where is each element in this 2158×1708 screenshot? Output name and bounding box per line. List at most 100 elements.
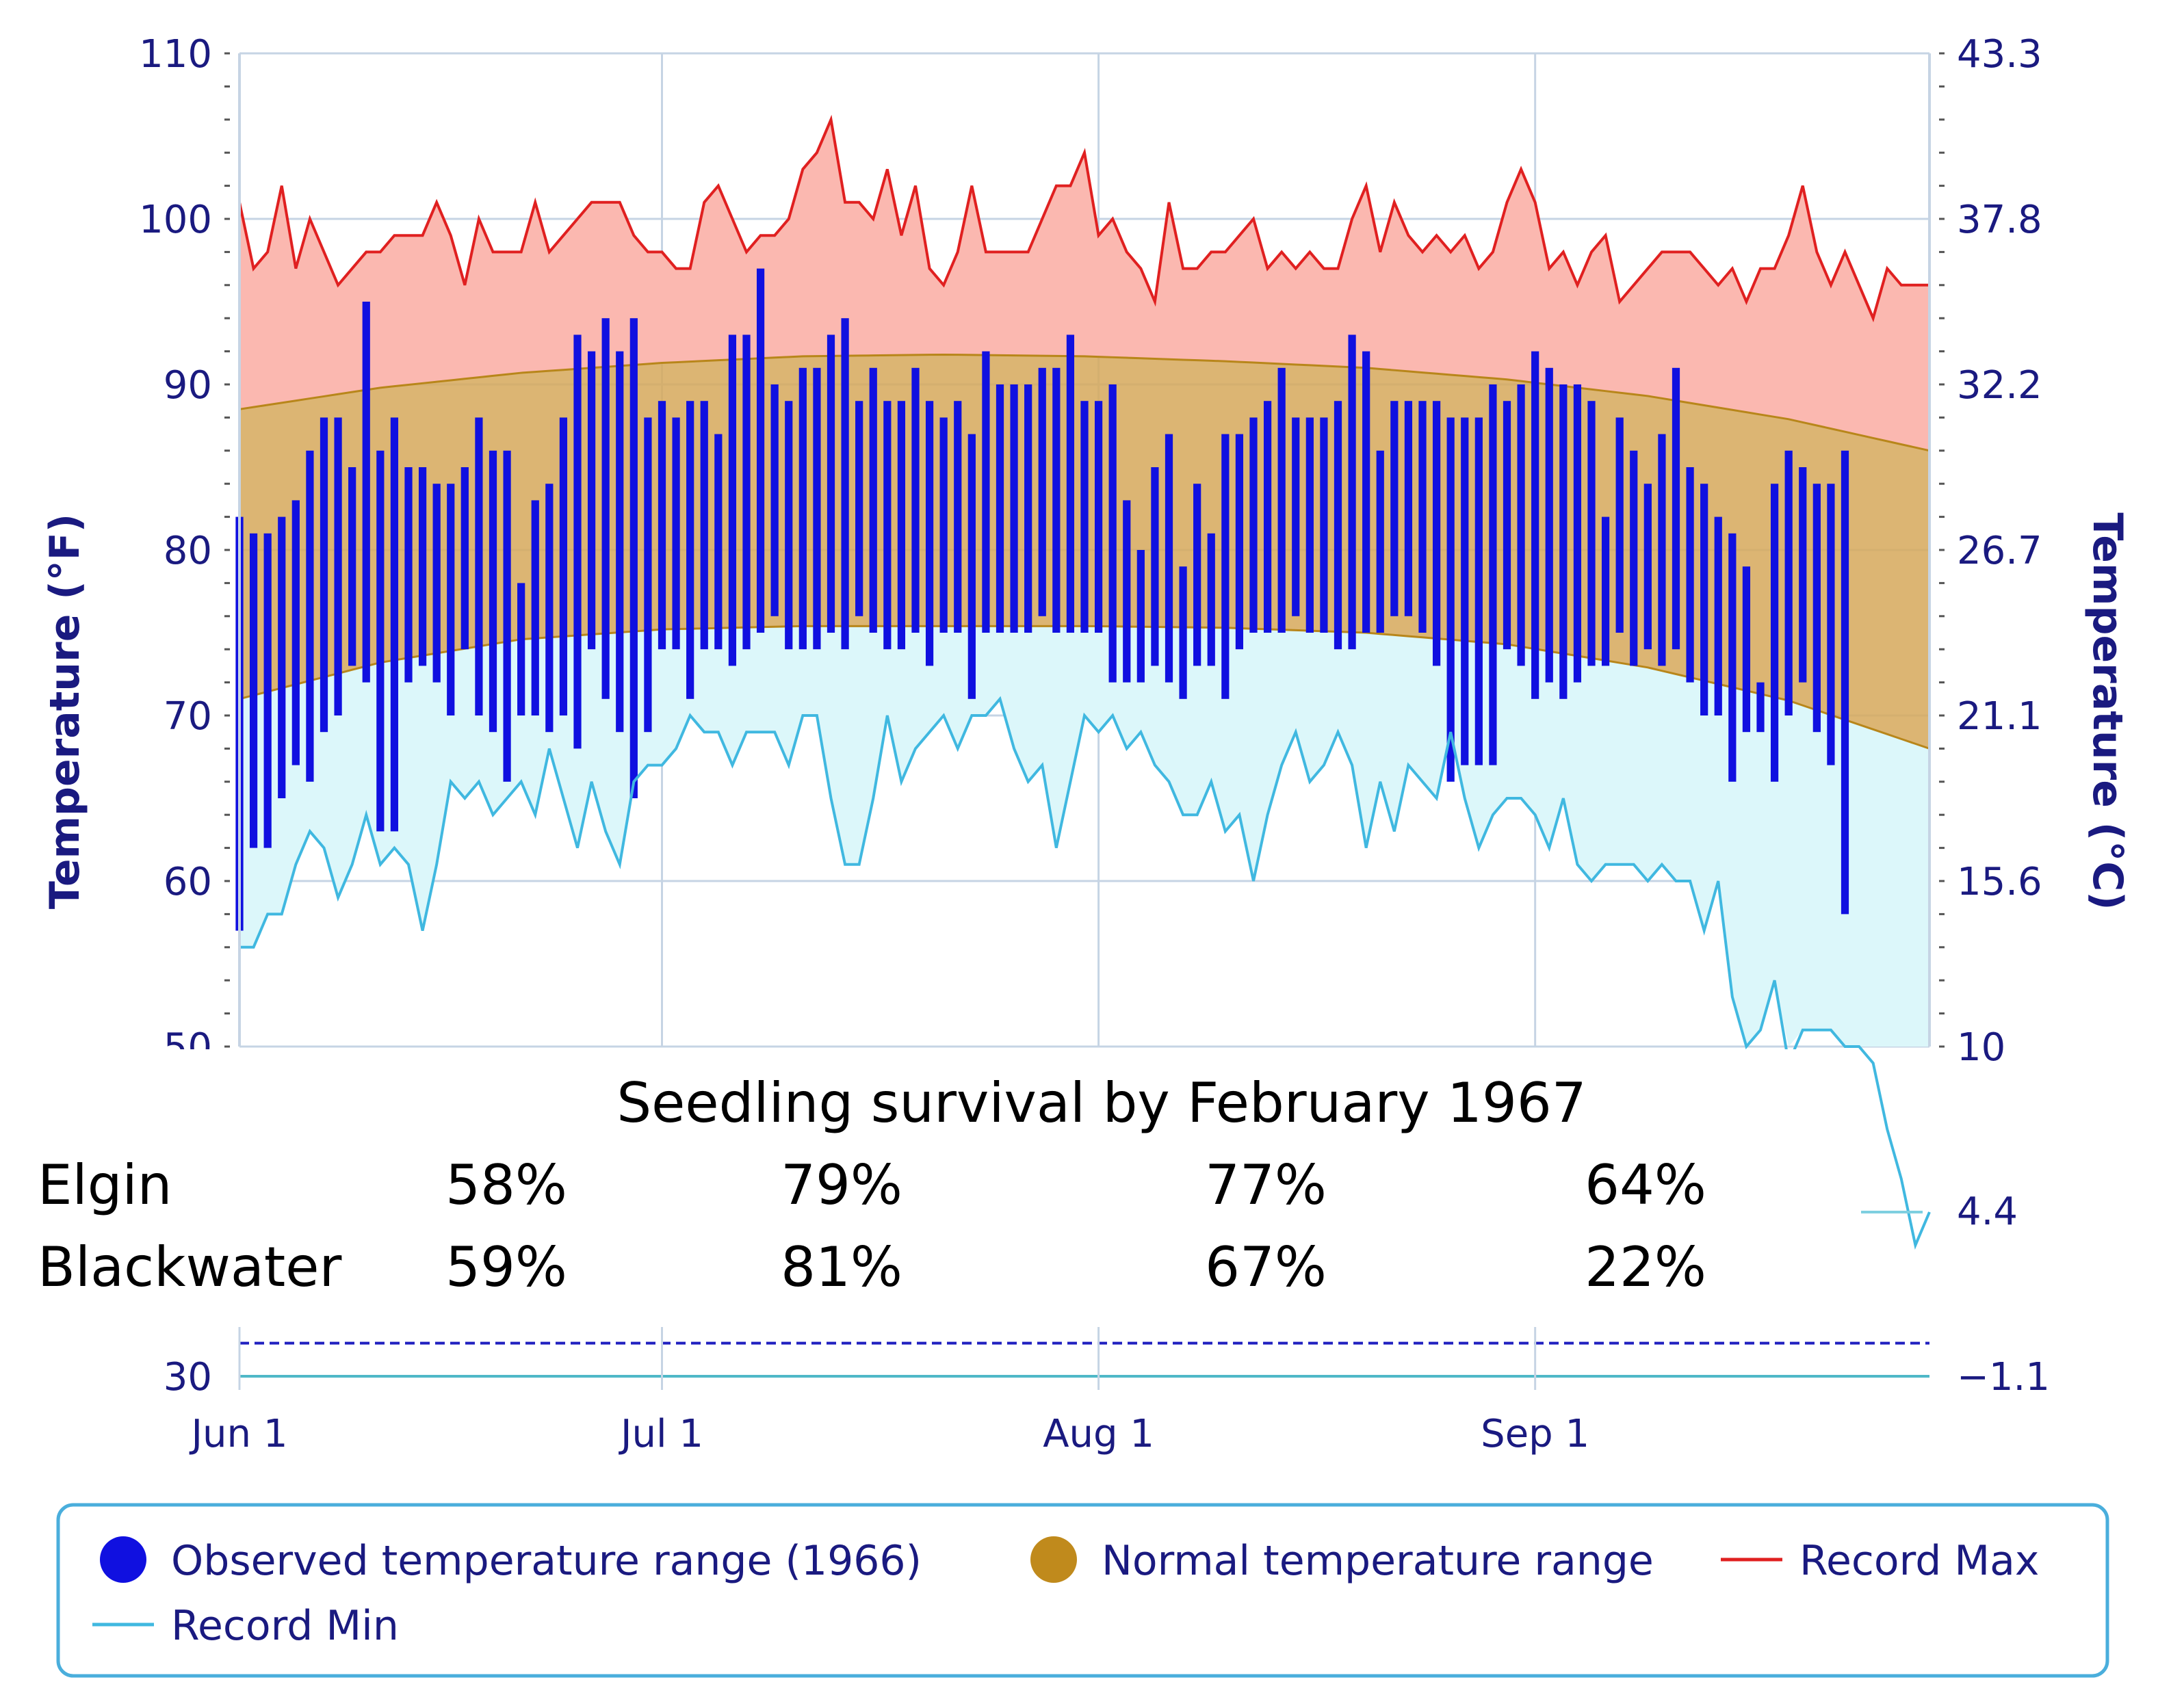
y-tick-right: −1.1 [1957,1355,2050,1400]
x-tick-label: Aug 1 [1043,1412,1154,1456]
observed-range-bar [1714,516,1722,715]
legend: Observed temperature range (1966) Normal … [56,1503,2109,1678]
observed-range-bar [1207,533,1215,666]
survival-value: 77% [1205,1153,1327,1217]
y-tick-right: 21.1 [1957,694,2042,739]
observed-range-bar [545,484,554,733]
observed-range-bar [362,302,370,683]
observed-range-bar [1193,484,1201,666]
observed-range-bar [897,401,906,650]
observed-range-bar [1108,384,1117,683]
observed-range-bar [1038,367,1046,616]
observed-range-bar [447,484,455,715]
observed-range-bar [728,334,737,666]
y-tick-right: 32.2 [1957,363,2042,408]
survival-value: 81% [781,1235,902,1299]
record-max-line [238,114,1929,323]
survival-title: Seedling survival by February 1967 [616,1071,1586,1135]
observed-range-bar [1235,434,1244,650]
observed-range-bar [1700,484,1708,715]
observed-range-bar [700,401,708,650]
observed-range-bar [587,351,596,650]
y-tick-left: 60 [164,860,212,904]
observed-range-bar [841,318,849,650]
observed-range-bars [235,268,1849,931]
observed-range-bar [1446,417,1455,782]
record-min-line [239,696,1931,1250]
observed-range-bar [785,401,793,650]
observed-range-bar [1489,384,1497,765]
y-tick-left: 80 [164,529,212,573]
observed-range-bar [390,417,399,832]
y-tick-left: 100 [139,198,212,242]
observed-range-bar [1404,401,1413,616]
observed-range-bar [1362,351,1370,633]
observed-range-bar [489,450,497,733]
observed-range-bar [1559,384,1568,699]
legend-label[interactable]: Observed temperature range (1966) [171,1537,922,1585]
observed-range-bar [1573,384,1582,683]
observed-range-bar [531,500,539,715]
observed-range-bar [1305,417,1314,633]
observed-range-bar [813,367,821,650]
survival-value: 22% [1585,1235,1706,1299]
legend-label[interactable]: Record Min [171,1602,399,1650]
observed-range-bar [1151,467,1159,666]
observed-range-bar [616,351,624,733]
observed-range-bar [376,450,385,832]
axis-break-mask [0,1049,1847,1323]
observed-range-bar [432,484,441,683]
observed-range-bar [982,351,990,633]
observed-range-bar [1277,367,1286,633]
observed-range-bar [559,417,568,715]
observed-range-bar [1249,417,1258,633]
observed-range-bar [460,467,469,650]
observed-range-bar [1503,401,1511,650]
observed-range-bar [1461,417,1469,765]
observed-range-bar [1728,533,1737,782]
observed-range-bar [334,417,342,715]
y-tick-left: 30 [164,1355,212,1400]
observed-range-bar [1672,367,1680,650]
survival-site-label: Blackwater [38,1235,341,1299]
observed-range-bar [1334,401,1342,650]
record-lines [238,114,1931,1250]
observed-range-bar [770,384,779,616]
observed-range-bar [1165,434,1173,683]
observed-range-bar [1742,566,1751,733]
observed-range-bar [475,417,483,715]
observed-range-bar [503,450,511,782]
observed-range-bar [686,401,694,699]
observed-range-bar [1545,367,1553,683]
legend-label[interactable]: Normal temperature range [1102,1537,1654,1585]
legend-label[interactable]: Record Max [1799,1537,2039,1585]
observed-range-bar [1531,351,1539,699]
observed-range-bar [278,516,286,798]
y-tick-right: 15.6 [1957,860,2042,904]
y-axis-title-left: Temperature (°F) [41,514,89,909]
observed-range-bar [418,467,427,666]
observed-range-bar [263,533,272,848]
observed-range-bar [1615,417,1624,633]
observed-range-bar [1263,401,1272,633]
observed-range-bar [1292,417,1300,616]
observed-range-bar [798,367,807,650]
observed-range-bar [1376,450,1384,633]
observed-range-bar [1686,467,1694,683]
observed-range-bar [967,434,976,699]
observed-range-bar [1517,384,1525,666]
observed-range-bar [306,450,314,782]
observed-range-bar [1010,384,1018,633]
observed-range-bar [1432,401,1441,666]
observed-range-bar [1024,384,1032,633]
legend-marker [100,1536,146,1583]
y-tick-right: 37.8 [1957,198,2042,242]
observed-range-bar [1658,434,1666,666]
observed-range-bar [1643,484,1652,650]
y-tick-right: 10 [1957,1025,2005,1070]
observed-range-bar [1080,401,1089,633]
observed-range-bar [1348,334,1356,650]
observed-range-bar [573,334,582,749]
record-min-band [239,626,1929,1047]
